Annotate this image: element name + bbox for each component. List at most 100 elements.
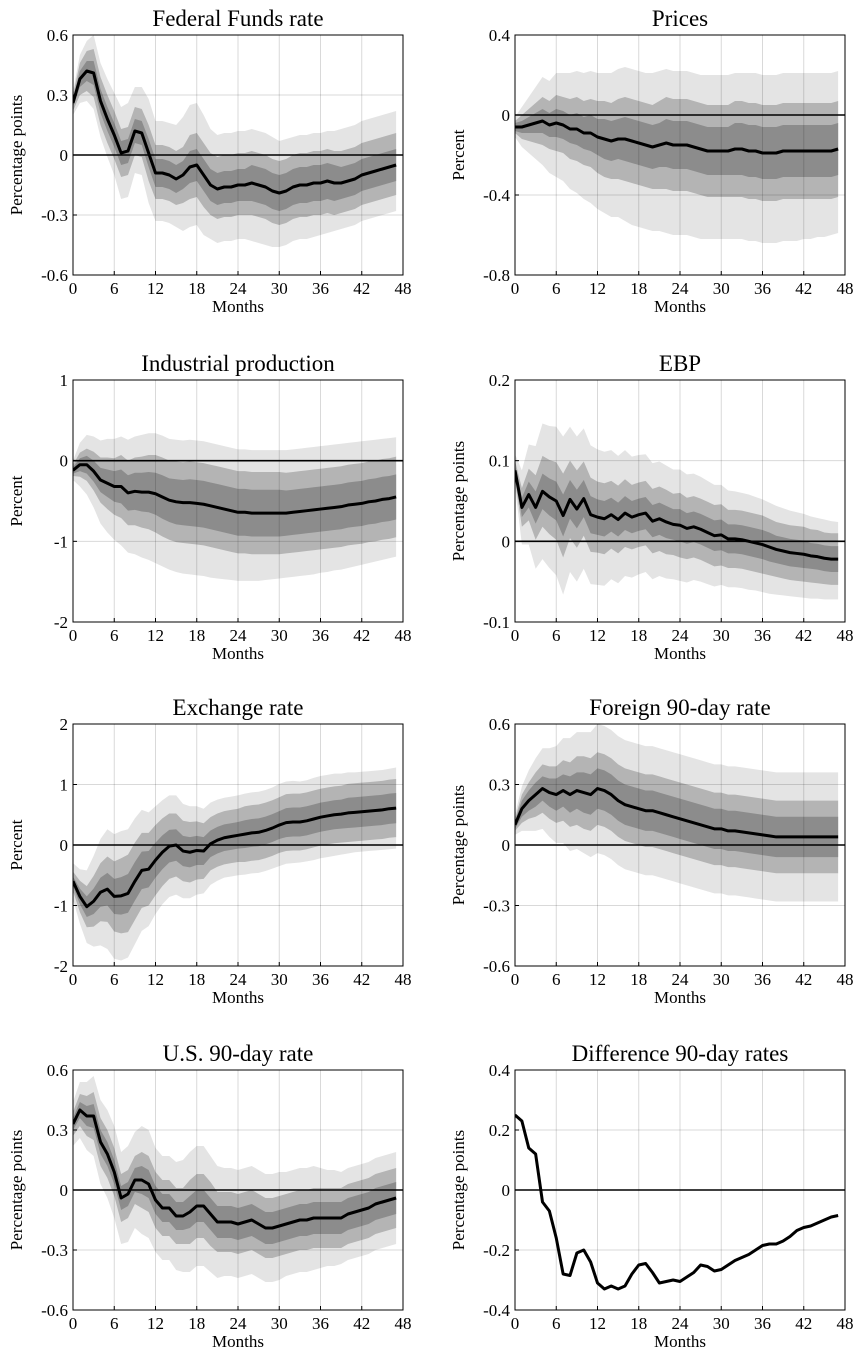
chart-8-x-tick-label-0: 0 xyxy=(511,1314,520,1333)
chart-7-y-axis-label: Percentage points xyxy=(7,1130,26,1250)
chart-4-x-axis-label: Months xyxy=(654,644,706,663)
chart-6-x-tick-label-1: 6 xyxy=(552,970,561,989)
chart-5-x-tick-label-2: 12 xyxy=(147,970,164,989)
chart-2-x-axis-label: Months xyxy=(654,297,706,316)
chart-5-title: Exchange rate xyxy=(173,695,304,720)
chart-7-confidence-band-1 xyxy=(73,1102,397,1244)
chart-6-x-axis-label: Months xyxy=(654,988,706,1007)
chart-8-y-tick-label-2: 0 xyxy=(502,1181,511,1200)
chart-1-x-tick-label-7: 42 xyxy=(353,279,370,298)
chart-5-x-tick-label-0: 0 xyxy=(69,970,78,989)
chart-4-x-tick-label-7: 42 xyxy=(795,626,812,645)
chart-1-y-tick-label-4: 0.6 xyxy=(47,26,68,45)
chart-1-y-tick-label-1: -0.3 xyxy=(41,206,68,225)
chart-2-x-tick-label-2: 12 xyxy=(589,279,606,298)
chart-8-x-axis-label: Months xyxy=(654,1332,706,1351)
chart-7-x-tick-label-8: 48 xyxy=(395,1314,412,1333)
chart-7-x-tick-label-0: 0 xyxy=(69,1314,78,1333)
chart-1-x-axis-label: Months xyxy=(212,297,264,316)
chart-2-median-line xyxy=(515,119,839,155)
chart-7-x-tick-label-7: 42 xyxy=(353,1314,370,1333)
chart-8-y-tick-label-3: 0.2 xyxy=(489,1121,510,1140)
chart-2-x-tick-label-7: 42 xyxy=(795,279,812,298)
chart-4-x-tick-label-2: 12 xyxy=(589,626,606,645)
chart-3-x-tick-label-8: 48 xyxy=(395,626,412,645)
chart-7-y-tick-label-3: 0.3 xyxy=(47,1121,68,1140)
chart-2-x-tick-label-1: 6 xyxy=(552,279,561,298)
chart-1-x-tick-label-5: 30 xyxy=(271,279,288,298)
chart-5-x-tick-label-8: 48 xyxy=(395,970,412,989)
chart-6-y-tick-label-3: 0.3 xyxy=(489,776,510,795)
chart-7-x-tick-label-2: 12 xyxy=(147,1314,164,1333)
chart-4-y-tick-label-2: 0.1 xyxy=(489,452,510,471)
chart-6-x-tick-label-2: 12 xyxy=(589,970,606,989)
chart-8-x-tick-label-8: 48 xyxy=(837,1314,854,1333)
chart-7-x-tick-label-5: 30 xyxy=(271,1314,288,1333)
chart-2-title: Prices xyxy=(652,6,708,31)
chart-8-title: Difference 90-day rates xyxy=(572,1041,789,1066)
chart-3-x-tick-label-3: 18 xyxy=(188,626,205,645)
chart-1-x-tick-label-8: 48 xyxy=(395,279,412,298)
chart-2-y-tick-label-3: 0.4 xyxy=(489,26,511,45)
chart-7-y-tick-label-2: 0 xyxy=(60,1181,69,1200)
chart-1-x-tick-label-2: 12 xyxy=(147,279,164,298)
chart-3-y-tick-label-0: -2 xyxy=(54,613,68,632)
chart-3-x-tick-label-0: 0 xyxy=(69,626,78,645)
chart-5-median-line xyxy=(73,806,397,909)
chart-4-x-tick-label-0: 0 xyxy=(511,626,520,645)
chart-6-y-tick-label-2: 0 xyxy=(502,836,511,855)
chart-3-confidence-band-1 xyxy=(73,455,397,537)
chart-7-x-axis-label: Months xyxy=(212,1332,264,1351)
chart-6-x-tick-label-4: 24 xyxy=(672,970,690,989)
chart-7-x-tick-label-1: 6 xyxy=(110,1314,119,1333)
chart-3-x-tick-label-5: 30 xyxy=(271,626,288,645)
chart-8-x-tick-label-1: 6 xyxy=(552,1314,561,1333)
chart-5-x-axis-label: Months xyxy=(212,988,264,1007)
chart-8-y-tick-label-0: -0.4 xyxy=(483,1301,510,1320)
chart-3-x-tick-label-7: 42 xyxy=(353,626,370,645)
chart-1-median-line xyxy=(73,69,397,195)
chart-2-y-axis-label: Percent xyxy=(449,129,468,180)
chart-5-x-tick-label-1: 6 xyxy=(110,970,119,989)
chart-1-confidence-band-1 xyxy=(73,61,397,211)
chart-1-y-tick-label-2: 0 xyxy=(60,146,69,165)
chart-4-x-tick-label-6: 36 xyxy=(754,626,771,645)
chart-4-y-tick-label-0: -0.1 xyxy=(483,613,510,632)
chart-5-x-tick-label-7: 42 xyxy=(353,970,370,989)
chart-5-confidence-band-1 xyxy=(73,792,397,917)
chart-3-x-tick-label-4: 24 xyxy=(230,626,248,645)
chart-6-median-line xyxy=(515,787,839,839)
chart-2-y-tick-label-2: 0 xyxy=(502,106,511,125)
chart-6-foreign-90-day-rate: 0 6 12 18 24 30 36 42 48 -0.6 -0.3 0 0.3 0.6 Foreign 9… xyxy=(449,695,854,1007)
chart-4-x-tick-label-4: 24 xyxy=(672,626,690,645)
chart-5-y-tick-label-4: 2 xyxy=(60,715,69,734)
chart-2-x-tick-label-6: 36 xyxy=(754,279,771,298)
chart-5-x-tick-label-6: 36 xyxy=(312,970,329,989)
chart-1-x-tick-label-3: 18 xyxy=(188,279,205,298)
chart-4-confidence-band-1 xyxy=(515,465,839,572)
chart-8-difference-90-day-rates: 0 6 12 18 24 30 36 42 48 -0.4 -0.2 0 0.2 0.4 Differenc… xyxy=(449,1041,854,1351)
chart-2-x-tick-label-3: 18 xyxy=(630,279,647,298)
chart-3-title: Industrial production xyxy=(141,351,335,376)
chart-4-x-tick-label-5: 30 xyxy=(713,626,730,645)
chart-3-x-axis-label: Months xyxy=(212,644,264,663)
chart-8-x-tick-label-2: 12 xyxy=(589,1314,606,1333)
chart-2-x-tick-label-5: 30 xyxy=(713,279,730,298)
chart-4-y-tick-label-1: 0 xyxy=(502,532,511,551)
chart-8-y-tick-label-1: -0.2 xyxy=(483,1241,510,1260)
chart-3-y-axis-label: Percent xyxy=(7,475,26,526)
chart-3-x-tick-label-2: 12 xyxy=(147,626,164,645)
chart-6-x-tick-label-8: 48 xyxy=(837,970,854,989)
chart-6-x-tick-label-6: 36 xyxy=(754,970,771,989)
chart-8-x-tick-label-4: 24 xyxy=(672,1314,690,1333)
chart-2-y-tick-label-1: -0.4 xyxy=(483,186,510,205)
chart-2-x-tick-label-0: 0 xyxy=(511,279,520,298)
chart-6-x-tick-label-7: 42 xyxy=(795,970,812,989)
chart-2-prices: 0 6 12 18 24 30 36 42 48 -0.8 -0.4 0 0.4 Prices Months… xyxy=(449,6,854,316)
chart-6-y-tick-label-1: -0.3 xyxy=(483,897,510,916)
chart-8-x-tick-label-3: 18 xyxy=(630,1314,647,1333)
chart-7-median-line xyxy=(73,1108,397,1230)
chart-6-y-tick-label-4: 0.6 xyxy=(489,715,510,734)
chart-1-y-tick-label-3: 0.3 xyxy=(47,86,68,105)
